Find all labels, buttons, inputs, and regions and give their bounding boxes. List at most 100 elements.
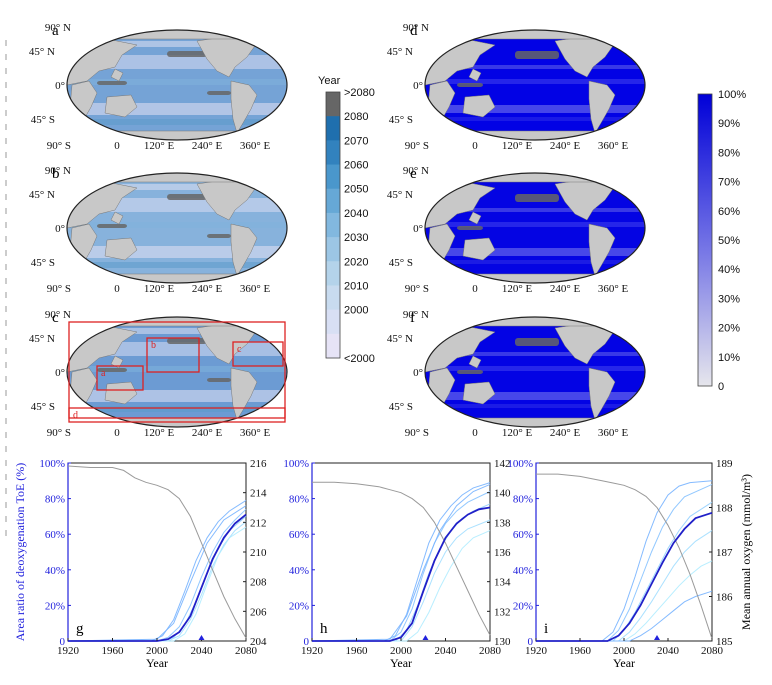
y-left-tick-label: 0 xyxy=(528,636,534,648)
y-left-tick-label: 40% xyxy=(513,565,533,577)
year-colorbar-segment xyxy=(326,188,340,214)
region-outer-box xyxy=(68,321,286,423)
year-colorbar-label: 2000 xyxy=(344,305,368,317)
plot-frame xyxy=(67,462,247,642)
y-left-tick-label: 100% xyxy=(283,458,309,470)
ocean-band xyxy=(425,248,645,256)
lat-label: 90° N xyxy=(45,22,71,34)
pct-colorbar-label: 20% xyxy=(718,323,740,335)
year-colorbar-title: Year xyxy=(318,75,341,87)
year-colorbar-frame xyxy=(325,91,341,359)
map-outline xyxy=(66,316,288,428)
land xyxy=(425,130,645,140)
y-right-tick-label: 189 xyxy=(716,458,733,470)
lat-label: 0° xyxy=(55,223,65,235)
lat-label: 45° S xyxy=(389,401,413,413)
ocean-band xyxy=(67,119,287,125)
map-c: a b c d xyxy=(66,316,288,428)
x-axis-title: Year xyxy=(390,656,412,670)
land xyxy=(67,273,287,283)
y-right-tick-label: 138 xyxy=(494,517,511,529)
land xyxy=(104,381,138,405)
y-right-tick-label: 188 xyxy=(716,503,733,515)
chart-letter-h: h xyxy=(320,621,328,637)
y-right-tick-label: 204 xyxy=(250,636,267,648)
y-left-tick-label: 20% xyxy=(45,600,65,612)
lon-label: 120° E xyxy=(502,140,533,152)
land xyxy=(230,367,258,421)
land xyxy=(588,223,616,277)
lat-label: 45° N xyxy=(29,46,55,58)
ocean-band xyxy=(67,41,287,47)
ocean-band xyxy=(425,222,645,227)
x-tick-label: 2040 xyxy=(435,645,458,657)
x-tick-label: 1960 xyxy=(569,645,592,657)
land xyxy=(110,211,124,225)
lat-label: 90° S xyxy=(47,427,71,439)
member-toe-line xyxy=(312,530,491,642)
x-tick-label: 1960 xyxy=(346,645,369,657)
land xyxy=(110,68,124,82)
year-colorbar-label: 2050 xyxy=(344,184,368,196)
year-colorbar-label: 2030 xyxy=(344,232,368,244)
lat-label: 45° S xyxy=(389,114,413,126)
exceed-patch xyxy=(97,224,127,228)
region-box-d xyxy=(68,407,286,419)
lon-label: 360° E xyxy=(598,427,629,439)
y-right-tick-label: 130 xyxy=(494,636,511,648)
map-outline xyxy=(424,172,646,284)
lat-label: 45° N xyxy=(387,333,413,345)
lon-label: 360° E xyxy=(598,140,629,152)
land xyxy=(468,68,482,82)
exceed-patch xyxy=(515,51,559,59)
map-a xyxy=(66,29,288,141)
y-left-tick-label: 20% xyxy=(513,600,533,612)
lat-label: 90° S xyxy=(405,283,429,295)
year-colorbar-segment xyxy=(326,285,340,311)
map-e xyxy=(424,172,646,284)
exceed-patch xyxy=(457,370,483,374)
maps-layer: a90° N45° N0°45° S90° S 0 120° E 240° E 360°… xyxy=(29,22,646,439)
y-left-tick-label: 0 xyxy=(60,636,66,648)
year-colorbar-label: <2000 xyxy=(344,353,375,365)
lat-label: 90° N xyxy=(45,309,71,321)
y-left-tick-label: 100% xyxy=(507,458,533,470)
y-right-tick-label: 216 xyxy=(250,458,267,470)
chart-letter-g: g xyxy=(76,621,84,637)
year-colorbar-segment xyxy=(326,92,340,117)
lon-label: 240° E xyxy=(192,283,223,295)
member-toe-line xyxy=(536,590,713,642)
y-left-tick-label: 100% xyxy=(39,458,65,470)
chart-h: 1920 1960 2000 2040 2080 Year 0 20% 40% 60% 80% 100… xyxy=(283,458,511,670)
x-tick-label: 2080 xyxy=(479,645,502,657)
year-colorbar-label: >2080 xyxy=(344,87,375,99)
year-colorbar-label: 2010 xyxy=(344,280,368,292)
lat-label: 0° xyxy=(55,80,65,92)
mean-oxygen-line xyxy=(312,481,491,636)
land xyxy=(110,355,124,369)
map-f xyxy=(424,316,646,428)
mean-oxygen-line xyxy=(67,465,247,639)
toe-marker xyxy=(198,635,205,640)
x-tick-label: 1920 xyxy=(57,645,80,657)
y-right-axis-title: Mean annual oxygen (mmol/m³) xyxy=(739,474,753,630)
ocean-band xyxy=(425,105,645,113)
ocean-band xyxy=(67,103,287,115)
y-left-tick-label: 40% xyxy=(289,565,309,577)
pct-colorbar-label: 80% xyxy=(718,147,740,159)
map-letter-b: b xyxy=(52,166,60,182)
y-left-axis-title: Area ratio of deoxygenation ToE (%) xyxy=(13,463,27,642)
y-left-tick-label: 60% xyxy=(289,529,309,541)
y-right-tick-label: 214 xyxy=(250,488,267,500)
y-left-tick-label: 20% xyxy=(289,600,309,612)
land xyxy=(67,30,287,40)
map-letter-d: d xyxy=(410,23,418,39)
lat-label: 0° xyxy=(413,367,423,379)
exceed-patch xyxy=(207,234,231,238)
exceed-patch xyxy=(457,226,483,230)
toe-marker xyxy=(422,635,429,640)
mean-oxygen-line xyxy=(536,473,713,639)
land xyxy=(468,211,482,225)
year-colorbar-segment xyxy=(326,116,340,141)
